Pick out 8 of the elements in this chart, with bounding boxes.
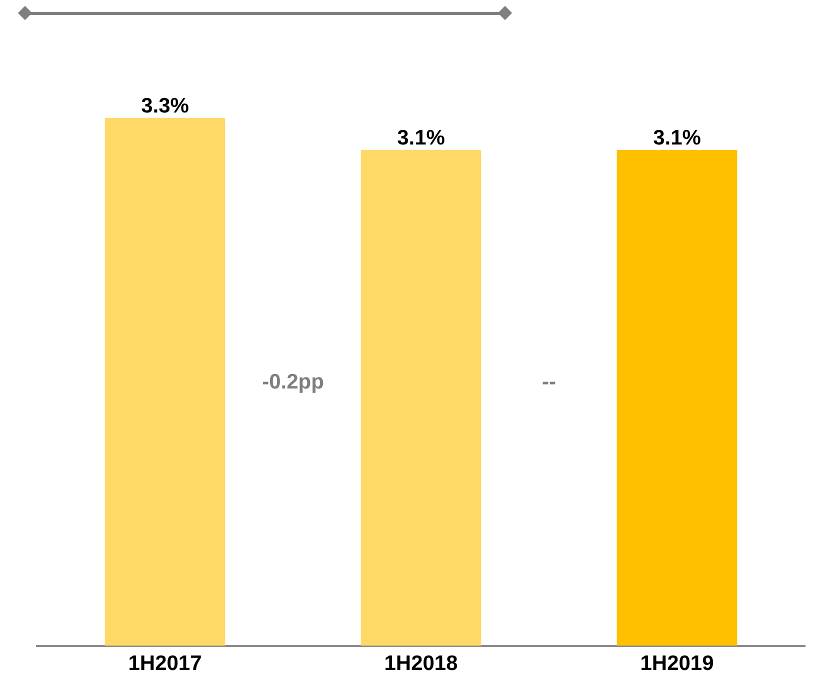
annotation: -0.2pp	[262, 370, 324, 394]
x-tick-label: 1H2017	[128, 652, 202, 676]
x-tick-label: 1H2018	[384, 652, 458, 676]
data-label: 3.1%	[653, 126, 702, 150]
data-label: 3.3%	[141, 94, 190, 118]
x-tick-label: 1H2019	[640, 652, 714, 676]
data-label: 3.1%	[397, 126, 446, 150]
annotation: --	[542, 370, 556, 394]
